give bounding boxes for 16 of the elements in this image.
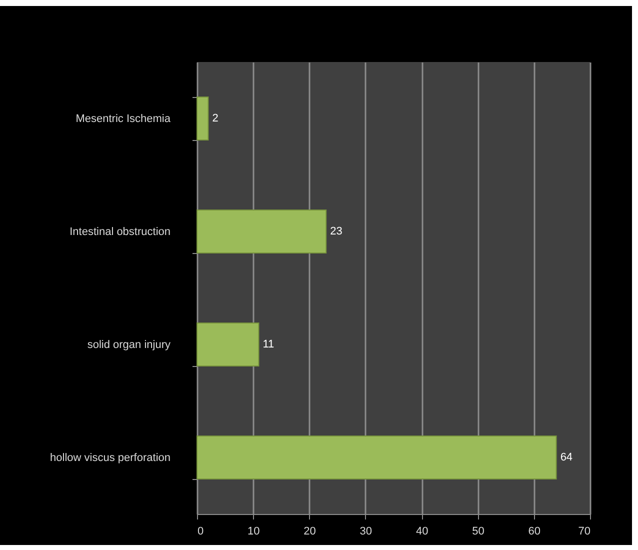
y-tick-label: solid organ injury xyxy=(87,339,171,351)
y-tick-label: hollow viscus perforation xyxy=(50,452,170,464)
x-tick-label: 0 xyxy=(198,526,204,538)
data-label: 23 xyxy=(330,226,342,238)
data-label: 11 xyxy=(262,338,274,350)
x-tick-label: 20 xyxy=(304,526,316,538)
x-tick-label: 10 xyxy=(248,526,260,538)
y-tick-label: Mesentric Ischemia xyxy=(76,113,172,125)
data-label: 2 xyxy=(212,112,218,124)
x-tick-label: 30 xyxy=(360,526,372,538)
x-tick-label: 40 xyxy=(416,526,428,538)
y-tick-label: Intestinal obstruction xyxy=(70,226,170,238)
x-tick-label: 50 xyxy=(472,526,484,538)
x-tick-label: 70 xyxy=(578,526,590,538)
x-tick-label: 60 xyxy=(528,526,540,538)
data-label: 64 xyxy=(560,452,573,464)
